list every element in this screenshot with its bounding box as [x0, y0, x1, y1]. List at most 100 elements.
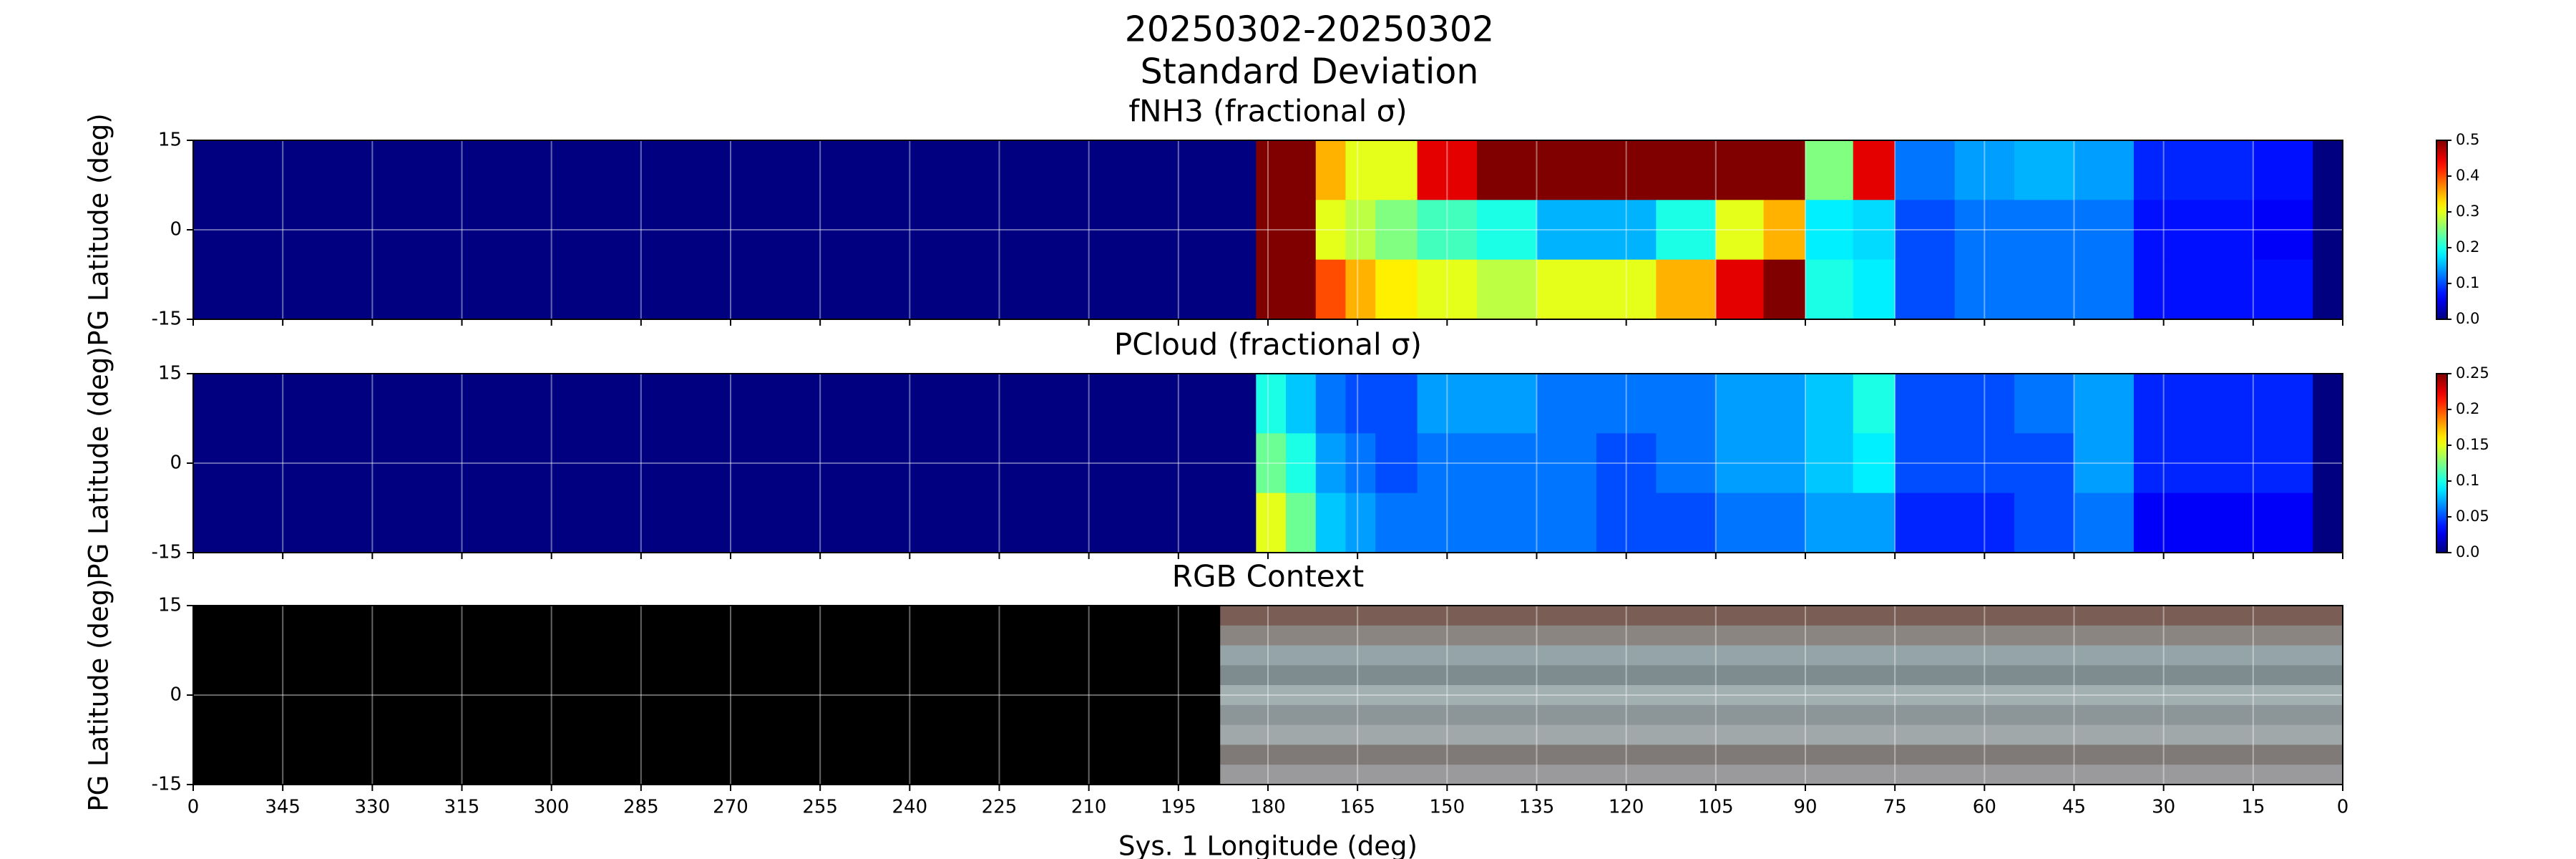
heatmap-cell — [1477, 259, 1537, 320]
heatmap-cell — [1536, 259, 1597, 320]
heatmap-cell — [1656, 374, 1717, 434]
heatmap-cell — [1375, 200, 1418, 261]
heatmap-cell — [1256, 259, 1287, 320]
heatmap-cell — [1656, 259, 1717, 320]
heatmap-cell — [2133, 492, 2194, 553]
x-tick-label: 225 — [982, 797, 1018, 818]
heatmap-cell — [1417, 374, 1478, 434]
heatmap-cell — [2074, 374, 2135, 434]
heatmap-cell — [1853, 374, 1896, 434]
heatmap-cell — [2133, 374, 2194, 434]
heatmap-cell — [1417, 200, 1478, 261]
heatmap-cell — [1853, 259, 1896, 320]
heatmap-cell — [1256, 200, 1287, 261]
colorbar-tick-label: 0.15 — [2456, 436, 2489, 453]
heatmap-cell — [1477, 492, 1537, 553]
y-tick-label: -15 — [152, 774, 182, 795]
x-tick-label: 330 — [355, 797, 391, 818]
heatmap-cell — [2014, 433, 2074, 494]
image-band — [1220, 724, 2343, 745]
heatmap-cell — [1954, 374, 2015, 434]
panel-title: fNH3 (fractional σ) — [1128, 94, 1407, 129]
image-band — [1220, 704, 2343, 726]
heatmap-cell — [2074, 140, 2135, 200]
heatmap-cell — [2253, 374, 2313, 434]
y-tick-label: 15 — [158, 363, 182, 384]
heatmap-cell — [2193, 433, 2254, 494]
x-tick-label: 315 — [444, 797, 480, 818]
heatmap-cell — [1477, 433, 1537, 494]
heatmap-cell — [1375, 259, 1418, 320]
colorbar-tick-label: 0.05 — [2456, 508, 2489, 525]
heatmap-cell — [2193, 374, 2254, 434]
colorbar — [2436, 373, 2448, 553]
heatmap-cell — [1477, 374, 1537, 434]
x-tick-label: 30 — [2152, 797, 2175, 818]
heatmap-cell — [2074, 433, 2135, 494]
heatmap-cell — [1715, 492, 1765, 553]
heatmap-cell — [2014, 140, 2074, 200]
heatmap-cell — [1256, 492, 1287, 553]
colorbar-tick-label: 0.1 — [2456, 472, 2479, 489]
x-tick-label: 345 — [265, 797, 301, 818]
y-axis-label: PG Latitude (deg) — [84, 346, 114, 579]
heatmap-cell — [2014, 492, 2074, 553]
x-tick-label: 90 — [1793, 797, 1817, 818]
x-tick-label: 180 — [1250, 797, 1286, 818]
heatmap-cell — [1853, 433, 1896, 494]
colorbar-tick-label: 0.0 — [2456, 310, 2479, 327]
heatmap-cell — [1345, 374, 1376, 434]
panel-title: PCloud (fractional σ) — [1114, 327, 1422, 362]
x-tick-label: 45 — [2062, 797, 2086, 818]
heatmap-cell — [2253, 200, 2313, 261]
heatmap-cell — [1345, 259, 1376, 320]
heatmap-cell — [193, 433, 1257, 494]
heatmap-cell — [1805, 200, 1854, 261]
y-axis-label: PG Latitude (deg) — [84, 113, 114, 346]
heatmap-cell — [1286, 140, 1317, 200]
heatmap-cell — [2253, 433, 2313, 494]
image-band — [1220, 685, 2343, 706]
heatmap-cell — [1417, 492, 1478, 553]
panel-title: RGB Context — [1172, 559, 1364, 594]
heatmap-cell — [1853, 200, 1896, 261]
heatmap-cell — [1256, 433, 1287, 494]
heatmap-cell — [1375, 140, 1418, 200]
heatmap-cell — [1895, 374, 1956, 434]
heatmap-cell — [193, 492, 1257, 553]
heatmap-cell — [1656, 433, 1717, 494]
colorbar-tick-label: 0.25 — [2456, 364, 2489, 382]
heatmap-cell — [1345, 200, 1376, 261]
heatmap-cell — [1656, 200, 1717, 261]
heatmap-cell — [1805, 433, 1854, 494]
image-band — [1220, 625, 2343, 646]
heatmap-cell — [2313, 374, 2343, 434]
heatmap-cell — [1536, 492, 1597, 553]
heatmap-cell — [2133, 259, 2194, 320]
y-axis-label: PG Latitude (deg) — [84, 578, 114, 811]
heatmap-cell — [1286, 259, 1317, 320]
y-tick-label: 0 — [170, 219, 182, 241]
heatmap-cell — [2253, 140, 2313, 200]
colorbar-tick-label: 0.1 — [2456, 274, 2479, 291]
heatmap-cell — [2074, 259, 2135, 320]
heatmap-cell — [1656, 140, 1717, 200]
heatmap-cell — [2014, 200, 2074, 261]
heatmap-cell — [1954, 433, 2015, 494]
colorbar-tick-label: 0.2 — [2456, 400, 2479, 417]
y-tick-label: -15 — [152, 542, 182, 563]
heatmap-cell — [1715, 374, 1765, 434]
x-tick-label: 210 — [1071, 797, 1107, 818]
heatmap-cell — [193, 200, 1257, 261]
colorbar-tick-label: 0.2 — [2456, 238, 2479, 256]
image-band — [1220, 645, 2343, 666]
heatmap-cell — [1315, 374, 1346, 434]
heatmap-cell — [1286, 374, 1317, 434]
heatmap-cell — [1315, 433, 1346, 494]
colorbar-tick-label: 0.3 — [2456, 203, 2479, 220]
heatmap-cell — [1763, 259, 1806, 320]
heatmap-cell — [1375, 433, 1418, 494]
heatmap-cell — [1853, 140, 1896, 200]
heatmap-cell — [1763, 140, 1806, 200]
heatmap-cell — [2193, 140, 2254, 200]
